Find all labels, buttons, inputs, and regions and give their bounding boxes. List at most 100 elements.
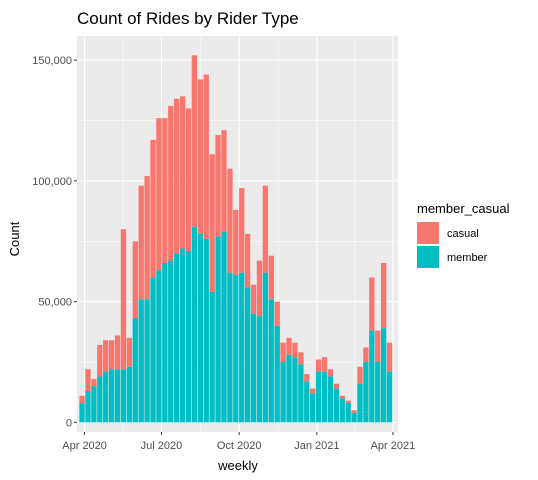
bar-member (292, 357, 298, 423)
bar-casual (114, 335, 121, 370)
y-tick-label: 100,000 (32, 176, 72, 188)
y-axis-title: Count (7, 221, 22, 256)
bar-casual (108, 340, 115, 370)
bar-member (286, 354, 292, 423)
bar-member (126, 366, 133, 423)
bar-casual (345, 400, 351, 404)
bar-member (209, 291, 215, 423)
bar-casual (250, 284, 257, 314)
bar-casual (239, 188, 245, 273)
bar-casual (321, 357, 328, 372)
bar-member (244, 287, 251, 423)
legend-title: member_casual (417, 201, 510, 216)
bar-casual (215, 135, 221, 237)
bar-casual (156, 118, 162, 271)
y-axis: 0 50,000 100,000 150,000 (32, 55, 77, 429)
bar-member (138, 299, 144, 423)
bar-member (310, 393, 316, 423)
bar-casual (227, 168, 233, 273)
y-tick-label: 0 (66, 417, 72, 429)
bar-casual (244, 234, 251, 288)
bar-member (345, 403, 351, 423)
bar-casual (138, 185, 144, 300)
bar-member (280, 361, 286, 423)
bar-member (375, 361, 381, 423)
bar-casual (304, 374, 310, 382)
bar-casual (380, 262, 387, 329)
bar-casual (174, 98, 180, 254)
x-tick-label: Jul 2020 (141, 440, 183, 452)
bar-casual (221, 130, 227, 232)
bar-casual (162, 118, 168, 263)
bar-member (85, 390, 91, 423)
bar-member (298, 364, 304, 423)
bar-casual (386, 342, 393, 372)
x-tick-label: Apr 2021 (371, 440, 416, 452)
bar-casual (339, 395, 345, 399)
bar-casual (375, 330, 381, 362)
bar-member (79, 403, 85, 423)
bar-member (304, 381, 310, 423)
bar-member (203, 238, 209, 423)
bar-member (114, 369, 121, 423)
bar-member (108, 369, 115, 423)
bar-member (215, 236, 221, 423)
bar-member (386, 371, 393, 423)
bar-member (268, 299, 274, 423)
bar-member (144, 299, 150, 423)
bar-casual (256, 260, 263, 317)
legend-key-casual (417, 222, 439, 244)
bar-member (132, 318, 138, 423)
bar-casual (351, 410, 357, 413)
bar-casual (91, 378, 97, 387)
bar-casual (97, 345, 103, 377)
bar-casual (310, 388, 316, 394)
bar-member (351, 412, 357, 423)
bar-casual (185, 108, 192, 251)
bar-member (321, 371, 328, 423)
bar-member (233, 275, 239, 423)
bar-casual (262, 185, 269, 273)
bar-member (333, 388, 339, 423)
bar-casual (85, 369, 91, 391)
legend-label-member: member (447, 252, 488, 264)
x-axis-title: weekly (217, 458, 258, 473)
bar-member (357, 383, 363, 423)
bar-member (274, 325, 280, 423)
bar-member (162, 262, 168, 423)
y-tick-label: 50,000 (38, 297, 72, 309)
bar-casual (168, 106, 174, 261)
bar-casual (286, 337, 292, 355)
bar-casual (144, 176, 150, 300)
bar-member (363, 361, 369, 423)
bar-casual (369, 277, 375, 331)
bar-member (327, 376, 334, 423)
bar-member (91, 386, 97, 423)
bar-member (197, 234, 203, 423)
chart-title: Count of Rides by Rider Type (77, 9, 299, 28)
bar-casual (298, 352, 304, 365)
bar-member (179, 248, 186, 423)
bar-member (380, 328, 387, 423)
bar-member (97, 376, 103, 423)
x-tick-label: Oct 2020 (217, 440, 262, 452)
bar-casual (268, 255, 274, 300)
bar-member (256, 316, 263, 423)
bar-casual (191, 55, 198, 227)
bar-casual (315, 359, 322, 372)
bar-casual (209, 154, 215, 292)
bars (79, 55, 393, 423)
bar-casual (126, 337, 133, 367)
bar-casual (274, 301, 280, 326)
bar-casual (333, 383, 339, 389)
bar-casual (292, 342, 298, 358)
bar-casual (150, 139, 156, 278)
x-tick-label: Jan 2021 (294, 440, 339, 452)
bar-casual (120, 229, 127, 370)
legend-label-casual: casual (447, 228, 479, 240)
y-tick-label: 150,000 (32, 55, 72, 67)
legend: member_casual casual member (417, 201, 510, 268)
bar-member (221, 231, 227, 423)
bar-member (185, 250, 192, 423)
